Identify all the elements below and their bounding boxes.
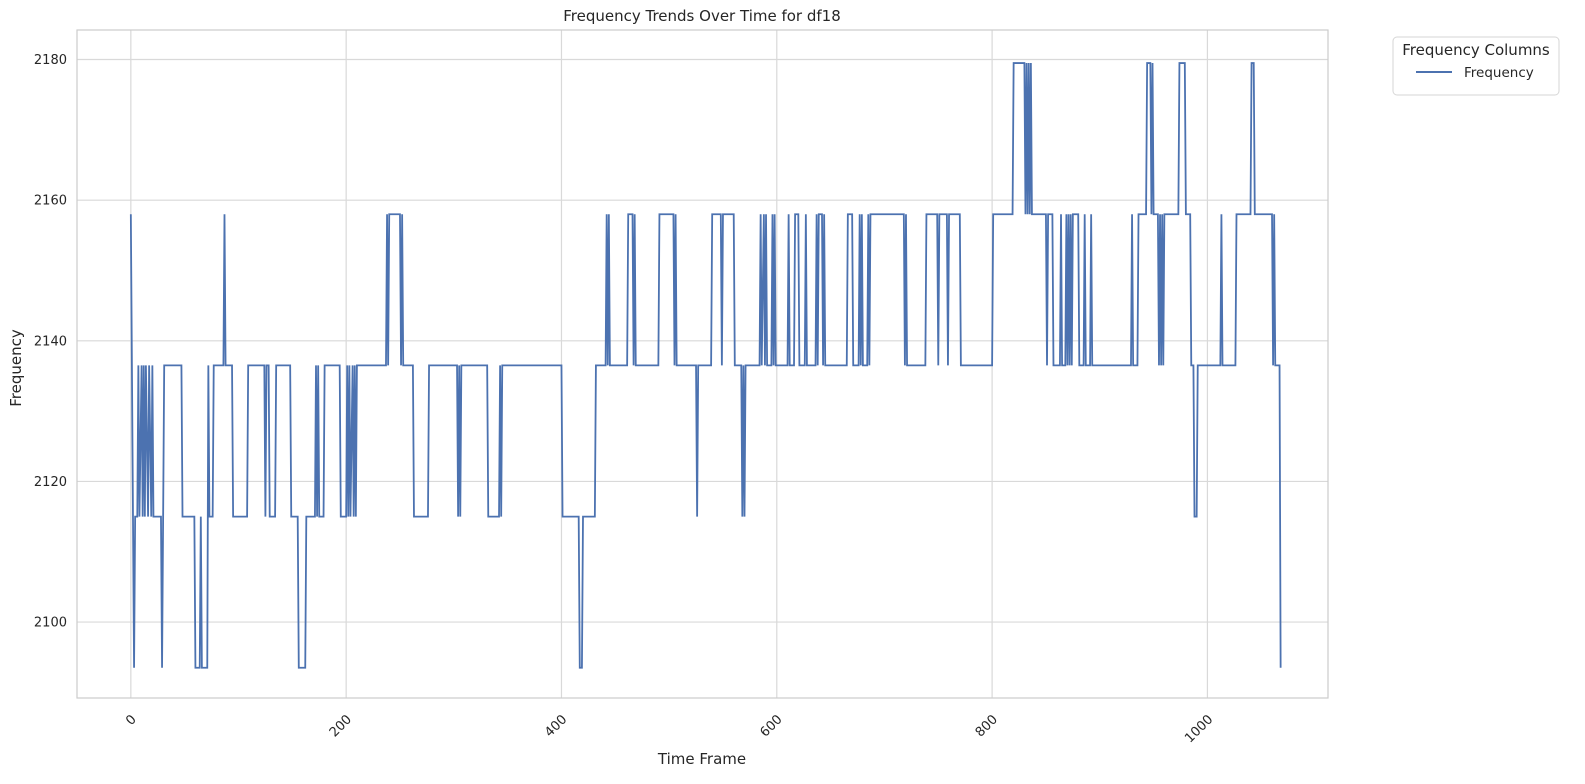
chart-title: Frequency Trends Over Time for df18 (563, 7, 841, 25)
y-axis-ticks: 2100 2120 2140 2160 2180 (34, 53, 67, 631)
legend-entry-frequency: Frequency (1464, 65, 1534, 81)
y-tick-label: 2140 (34, 334, 67, 349)
y-axis-label: Frequency (7, 329, 25, 407)
y-tick-label: 2120 (34, 475, 67, 490)
legend-title: Frequency Columns (1402, 41, 1550, 59)
x-axis-label: Time Frame (657, 750, 746, 768)
y-tick-label: 2100 (34, 616, 67, 631)
y-tick-label: 2180 (34, 53, 67, 68)
legend: Frequency Columns Frequency (1392, 36, 1560, 96)
series-layer (129, 62, 1282, 669)
legend-box (1392, 36, 1560, 96)
y-tick-label: 2160 (34, 194, 67, 209)
series-line-frequency (129, 62, 1282, 669)
plot-frame (76, 29, 1329, 699)
